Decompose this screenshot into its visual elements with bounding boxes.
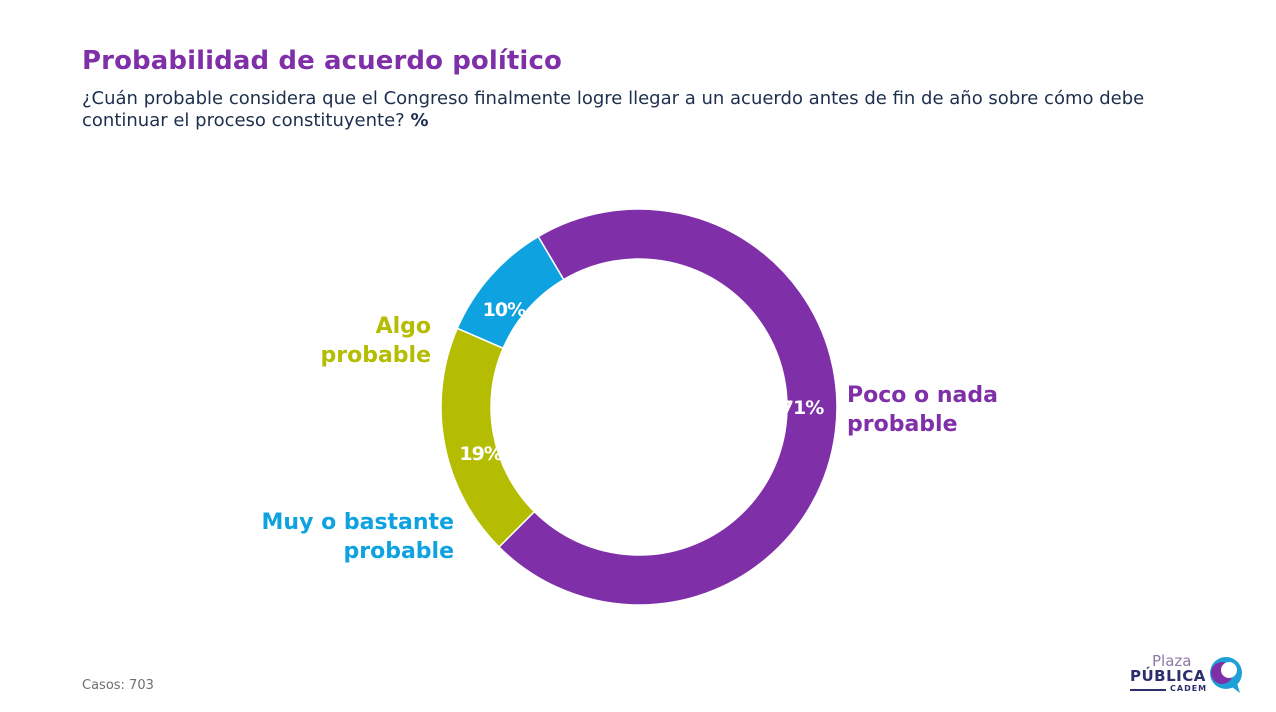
category-label-1-line-1: Poco o nada <box>847 383 998 408</box>
category-label-3-line-1: Muy o bastante <box>262 510 454 535</box>
plaza-publica-logo: Plaza PÚBLICA CADEM <box>1128 650 1248 696</box>
slice-value-label-3: 10% <box>483 299 526 321</box>
category-label-1-line-2: probable <box>847 412 958 437</box>
speech-bubble-icon <box>1210 657 1242 693</box>
page-title: Probabilidad de acuerdo político <box>82 46 562 76</box>
category-label-2-line-1: Algo <box>376 314 431 339</box>
slice-value-label-1: 71% <box>781 397 824 419</box>
question-subtitle: ¿Cuán probable considera que el Congreso… <box>82 88 1172 132</box>
question-text: ¿Cuán probable considera que el Congreso… <box>82 88 1145 131</box>
logo-cadem-text: CADEM <box>1170 684 1208 693</box>
cases-note: Casos: 703 <box>82 678 154 693</box>
donut-slice-2 <box>440 327 536 549</box>
logo-underline <box>1130 689 1166 691</box>
category-label-3-line-2: probable <box>343 539 454 564</box>
category-label-2-line-2: probable <box>320 343 431 368</box>
logo-publica-text: PÚBLICA <box>1130 667 1206 685</box>
unit-label: % <box>410 110 429 131</box>
logo-plaza-text: Plaza <box>1152 652 1192 670</box>
donut-slice-3 <box>456 235 565 350</box>
slice-value-label-2: 19% <box>459 443 502 465</box>
donut-slice-1 <box>497 208 838 606</box>
